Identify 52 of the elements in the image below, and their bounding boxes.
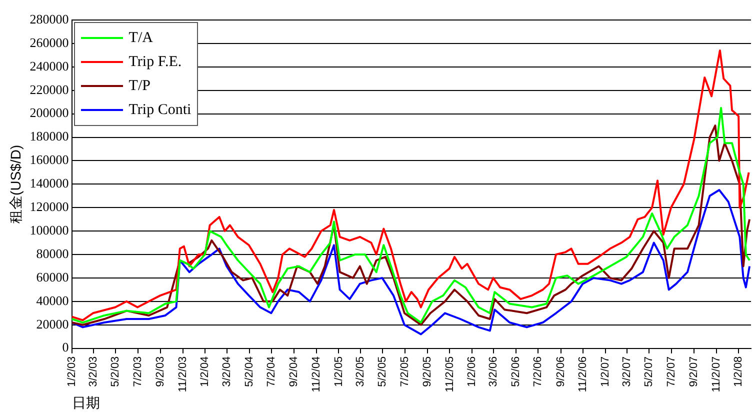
x-tick-label: 1/2/03: [66, 356, 78, 387]
legend-label: T/P: [128, 77, 150, 96]
legend-label: Trip Conti: [128, 101, 192, 120]
x-tick-label: 9/2/04: [288, 356, 300, 387]
y-tick-label: 100000: [30, 222, 69, 238]
x-tick-label: 3/2/07: [620, 356, 633, 387]
x-tick-label: 7/2/06: [532, 356, 544, 387]
y-tick-label: 140000: [30, 176, 69, 191]
y-tick-label: 200000: [30, 105, 69, 120]
y-tick-label: 80000: [36, 246, 69, 261]
y-tick-label: 240000: [30, 58, 69, 74]
legend-label: T/A: [128, 29, 153, 48]
x-tick-label: 11/2/05: [444, 356, 456, 392]
x-tick-label: 7/2/03: [132, 356, 144, 387]
y-tick-label: 180000: [30, 128, 69, 144]
x-tick-label: 11/2/03: [176, 356, 189, 392]
x-tick-label: 11/2/06: [577, 356, 590, 392]
x-tick-label: 7/2/07: [665, 356, 678, 387]
y-tick-label: 260000: [30, 34, 69, 50]
y-axis-title: 租金(US$/D): [7, 144, 24, 224]
x-tick-label: 9/2/03: [154, 356, 167, 387]
y-tick-label: 120000: [30, 199, 69, 214]
x-tick-label: 3/2/05: [354, 356, 366, 387]
x-tick-label: 5/2/07: [643, 356, 656, 387]
x-axis-title: 日期: [72, 394, 100, 410]
x-tick-label: 9/2/06: [554, 356, 567, 387]
y-tick-label: 60000: [36, 269, 69, 284]
x-tick-label: 5/2/05: [376, 356, 389, 387]
x-tick-label: 1/2/06: [466, 356, 478, 387]
x-tick-label: 3/2/04: [221, 356, 234, 387]
x-tick-label: 7/2/05: [398, 356, 411, 387]
x-tick-label: 9/2/05: [422, 356, 434, 387]
x-tick-label: 5/2/04: [243, 356, 256, 387]
x-tick-label: 3/2/06: [488, 356, 500, 387]
x-tick-label: 7/2/04: [266, 356, 278, 387]
x-tick-label: 1/2/08: [732, 356, 745, 387]
x-tick-label: 3/2/03: [87, 356, 100, 387]
x-tick-label: 9/2/07: [688, 356, 700, 387]
y-tick-label: 40000: [36, 292, 69, 308]
x-tick-label: 1/2/07: [599, 356, 612, 387]
x-tick-label: 5/2/06: [510, 356, 522, 387]
y-tick-label: 280000: [30, 11, 69, 26]
x-tick-label: 11/2/04: [310, 356, 322, 392]
y-tick-label: 0: [62, 340, 69, 355]
legend-label: Trip F.E.: [128, 53, 182, 72]
x-tick-label: 1/2/05: [332, 356, 345, 387]
x-tick-label: 1/2/04: [199, 356, 212, 387]
x-tick-label: 11/2/07: [710, 356, 722, 392]
y-tick-label: 220000: [30, 82, 69, 97]
x-tick-label: 5/2/03: [110, 356, 122, 387]
y-tick-label: 20000: [36, 316, 69, 332]
y-tick-label: 160000: [30, 152, 69, 168]
